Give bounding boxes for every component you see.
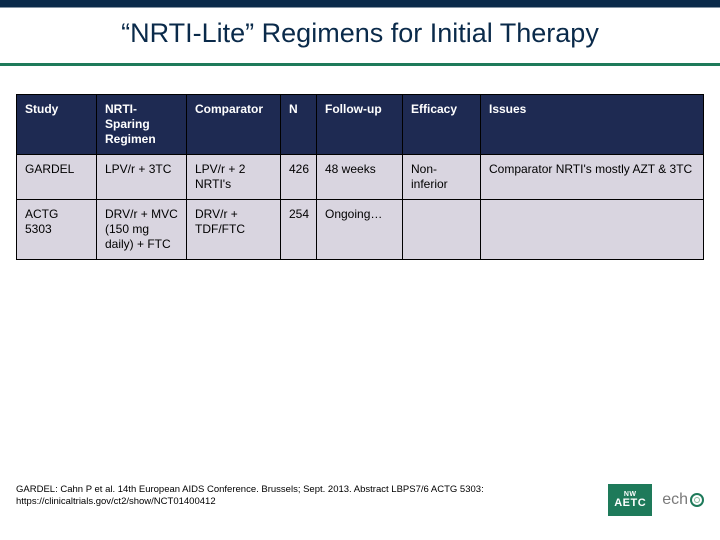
- footnote: GARDEL: Cahn P et al. 14th European AIDS…: [16, 484, 536, 508]
- echo-logo: ech: [662, 491, 704, 509]
- page-title: “NRTI-Lite” Regimens for Initial Therapy: [0, 18, 720, 49]
- regimens-table: Study NRTI-Sparing Regimen Comparator N …: [16, 94, 704, 260]
- table-header-row: Study NRTI-Sparing Regimen Comparator N …: [17, 95, 704, 155]
- logo-group: NW AETC ech: [608, 484, 704, 516]
- col-regimen: NRTI-Sparing Regimen: [97, 95, 187, 155]
- cell-n: 426: [281, 155, 317, 200]
- col-issues: Issues: [481, 95, 704, 155]
- table-row: GARDEL LPV/r + 3TC LPV/r + 2 NRTI's 426 …: [17, 155, 704, 200]
- cell-study: GARDEL: [17, 155, 97, 200]
- cell-comparator: DRV/r + TDF/FTC: [187, 200, 281, 260]
- cell-followup: Ongoing…: [317, 200, 403, 260]
- col-efficacy: Efficacy: [403, 95, 481, 155]
- logo-text-bottom: AETC: [614, 498, 646, 509]
- table-wrap: Study NRTI-Sparing Regimen Comparator N …: [0, 66, 720, 260]
- cell-comparator: LPV/r + 2 NRTI's: [187, 155, 281, 200]
- cell-efficacy: [403, 200, 481, 260]
- col-study: Study: [17, 95, 97, 155]
- echo-text: ech: [662, 491, 688, 509]
- cell-issues: [481, 200, 704, 260]
- col-followup: Follow-up: [317, 95, 403, 155]
- slide: “NRTI-Lite” Regimens for Initial Therapy…: [0, 0, 720, 540]
- cell-issues: Comparator NRTI's mostly AZT & 3TC: [481, 155, 704, 200]
- col-n: N: [281, 95, 317, 155]
- title-band: “NRTI-Lite” Regimens for Initial Therapy: [0, 0, 720, 66]
- cell-n: 254: [281, 200, 317, 260]
- nw-aetc-logo: NW AETC: [608, 484, 652, 516]
- col-comparator: Comparator: [187, 95, 281, 155]
- table-row: ACTG 5303 DRV/r + MVC (150 mg daily) + F…: [17, 200, 704, 260]
- cell-followup: 48 weeks: [317, 155, 403, 200]
- cell-regimen: DRV/r + MVC (150 mg daily) + FTC: [97, 200, 187, 260]
- cell-efficacy: Non-inferior: [403, 155, 481, 200]
- cell-study: ACTG 5303: [17, 200, 97, 260]
- cell-regimen: LPV/r + 3TC: [97, 155, 187, 200]
- echo-ring-icon: [690, 493, 704, 507]
